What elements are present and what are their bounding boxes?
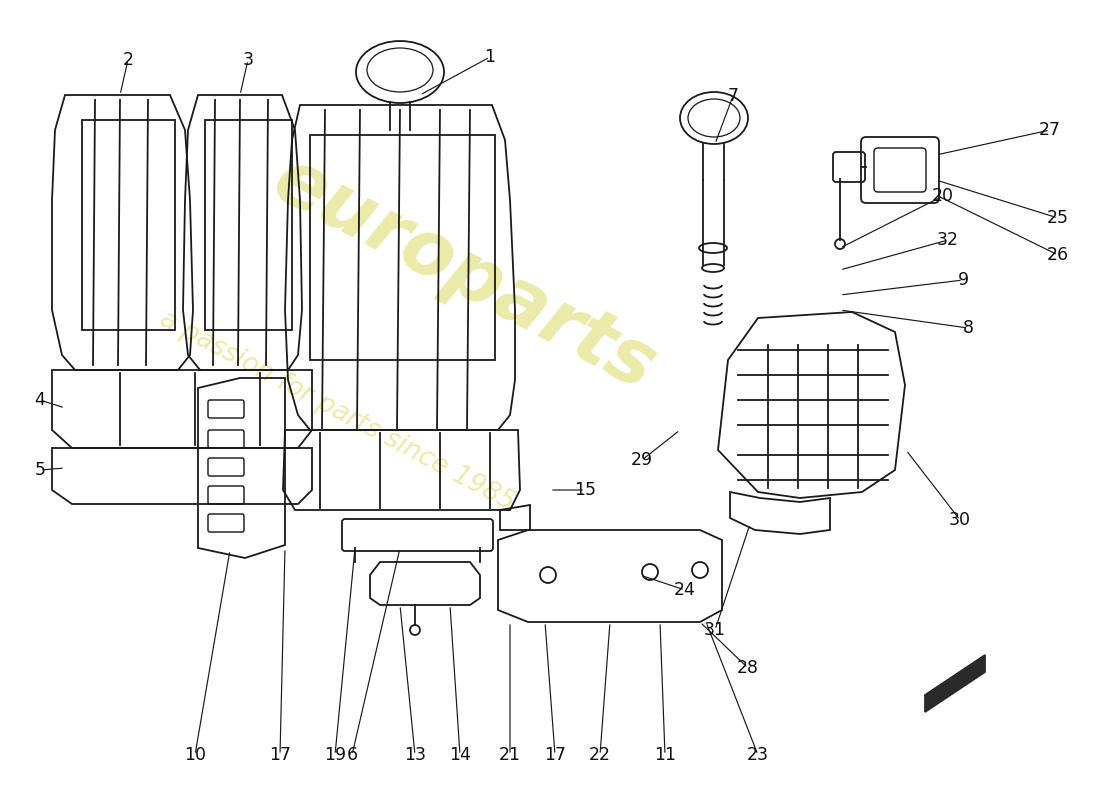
Text: 9: 9 [957,271,969,289]
Text: 3: 3 [242,51,253,69]
Text: 20: 20 [932,187,954,205]
Text: a passion for parts since 1985: a passion for parts since 1985 [155,306,519,516]
Text: 21: 21 [499,746,521,764]
Text: 30: 30 [949,511,971,529]
Text: 11: 11 [654,746,676,764]
Text: 27: 27 [1040,121,1062,139]
Text: 29: 29 [631,451,653,469]
Text: 17: 17 [270,746,292,764]
Text: 8: 8 [962,319,974,337]
Text: 17: 17 [544,746,566,764]
Text: europarts: europarts [260,142,668,406]
Text: 26: 26 [1047,246,1069,264]
Text: 31: 31 [704,621,726,639]
Text: 6: 6 [346,746,358,764]
Polygon shape [925,655,985,712]
Text: 1: 1 [484,48,495,66]
Text: 22: 22 [588,746,610,764]
Text: 19: 19 [323,746,346,764]
Text: 5: 5 [34,461,45,479]
Text: 15: 15 [574,481,596,499]
Text: 32: 32 [937,231,959,249]
Text: 24: 24 [674,581,696,599]
Text: 7: 7 [727,87,738,105]
Text: 13: 13 [404,746,426,764]
Text: 10: 10 [184,746,206,764]
Text: 2: 2 [122,51,133,69]
Text: 23: 23 [747,746,769,764]
Text: 4: 4 [34,391,45,409]
Text: 14: 14 [449,746,471,764]
Text: 28: 28 [737,659,759,677]
Text: 25: 25 [1047,209,1069,227]
